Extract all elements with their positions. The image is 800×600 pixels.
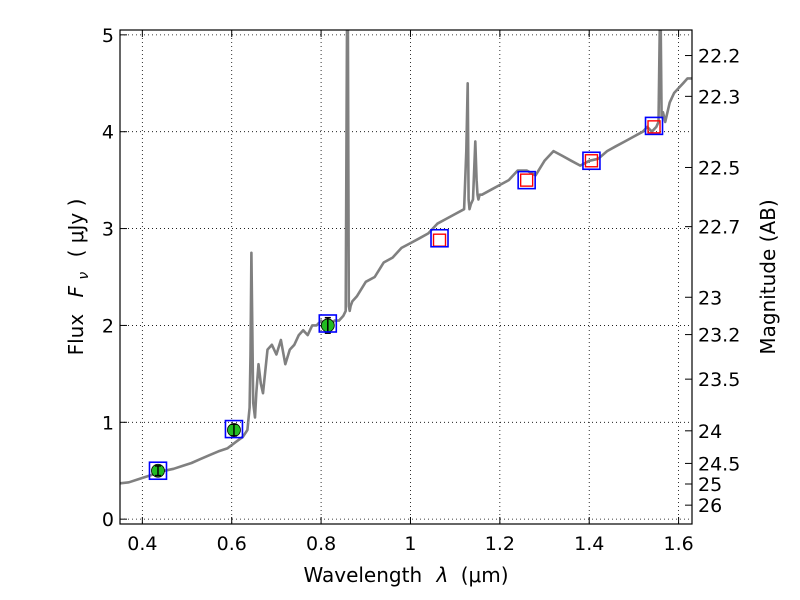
model-flux-box (148, 461, 168, 481)
x-axis-label-symbol: λ (436, 563, 449, 587)
y-axis-label-unit: ( μJy ) (64, 199, 88, 258)
y-axis-label-subscript: ν (76, 272, 92, 280)
y-axis-label-symbol: F (64, 285, 88, 297)
y-axis-label-text: Flux (64, 314, 88, 356)
mag-tick-label: 24 (698, 421, 722, 443)
model-flux-box (582, 151, 601, 171)
model-flux-box (517, 170, 536, 190)
model-flux-box (644, 116, 664, 136)
spectrum-layer (120, 30, 692, 485)
mag-tick-label: 23.5 (698, 369, 740, 391)
x-tick-label: 0.6 (217, 533, 247, 555)
y-tick-label: 3 (102, 219, 114, 241)
x-tick-label: 1 (404, 533, 416, 555)
mag-tick-label: 23 (698, 287, 722, 309)
mag-tick-label: 26 (698, 495, 722, 517)
upper-limit-marker (584, 154, 599, 168)
y-tick-label: 5 (102, 25, 114, 47)
x-axis-label-text: Wavelength (303, 563, 422, 587)
x-tick-label: 1.6 (663, 533, 693, 555)
model-flux-box (224, 419, 244, 439)
upper-limit-marker (519, 173, 534, 187)
spectrum-line (120, 30, 692, 485)
x-tick-label: 1.4 (574, 533, 604, 555)
x-tick-label: 1.2 (485, 533, 515, 555)
y2-axis-label: Magnitude (AB) (756, 199, 780, 354)
x-axis-label-unit: (μm) (461, 563, 509, 587)
mag-tick-label: 23.2 (698, 325, 740, 347)
y-axis-label: Flux F ν ( μJy ) (64, 199, 93, 356)
y-tick-label: 1 (102, 412, 114, 434)
y-tick-label: 4 (102, 122, 114, 144)
mag-tick-label: 22.5 (698, 157, 740, 179)
upper-limit-marker (647, 120, 661, 134)
axis-ticks: 0.4 0.6 0.8 1 1.2 1.4 1.601234522.222.322.522.… (102, 25, 740, 555)
mag-tick-label: 22.2 (698, 46, 740, 68)
y-tick-label: 0 (102, 509, 114, 531)
mag-tick-label: 22.7 (698, 217, 740, 239)
mag-tick-label: 24.5 (698, 453, 740, 475)
photometry-layer (148, 116, 664, 481)
grid (120, 30, 692, 524)
x-axis-label: Wavelength λ (μm) (303, 563, 508, 587)
y-tick-label: 2 (102, 315, 114, 337)
x-tick-label: 0.4 (127, 533, 157, 555)
mag-tick-label: 25 (698, 474, 722, 496)
model-flux-box (318, 314, 338, 333)
plot-frame (119, 29, 693, 525)
model-flux-box (430, 228, 449, 248)
x-tick-label: 0.8 (306, 533, 336, 555)
mag-tick-label: 22.3 (698, 86, 740, 108)
